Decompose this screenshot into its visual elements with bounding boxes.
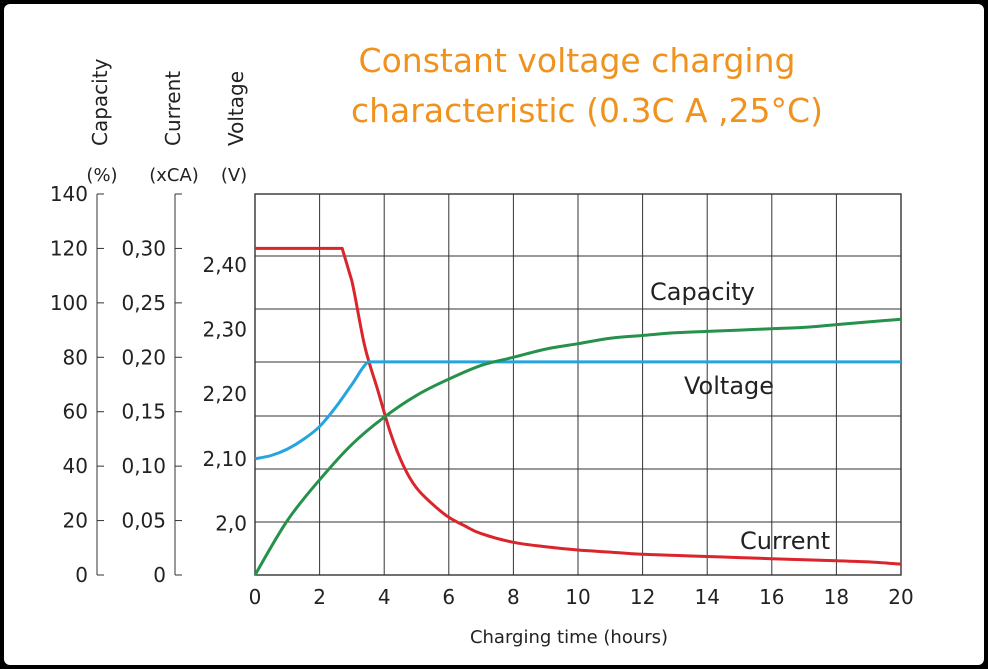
voltage-tick-label: 2,30 — [202, 318, 247, 342]
x-tick-label: 10 — [565, 585, 590, 609]
chart-frame: Constant voltage charging characteristic… — [4, 4, 984, 665]
voltage-axis-label: Voltage — [224, 71, 248, 146]
x-tick-label: 6 — [442, 585, 455, 609]
capacity-annotation: Capacity — [650, 278, 755, 306]
current-tick-label: 0,10 — [121, 454, 166, 478]
x-axis-label: Charging time (hours) — [470, 627, 668, 648]
capacity-tick-label: 0 — [75, 563, 88, 587]
charging-chart: Constant voltage charging characteristic… — [50, 41, 914, 648]
current-tick-label: 0,20 — [121, 345, 166, 369]
voltage-unit: (V) — [221, 165, 247, 186]
capacity-tick-label: 120 — [50, 236, 88, 260]
voltage-tick-label: 2,20 — [202, 382, 247, 406]
current-unit: (xCA) — [149, 165, 199, 186]
voltage-tick-label: 2,10 — [202, 447, 247, 471]
x-tick-label: 14 — [694, 585, 719, 609]
x-tick-label: 0 — [249, 585, 262, 609]
voltage-annotation: Voltage — [684, 372, 774, 400]
chart-title-line-1: Constant voltage charging — [359, 41, 796, 80]
current-series-line — [255, 246, 902, 566]
current-tick-label: 0 — [153, 563, 166, 587]
capacity-tick-label: 20 — [63, 509, 88, 533]
voltage-series-line — [254, 360, 901, 461]
series — [253, 246, 902, 576]
current-tick-label: 0,25 — [121, 291, 166, 315]
current-tick-label: 0,15 — [121, 400, 166, 424]
x-tick-label: 8 — [507, 585, 520, 609]
capacity-tick-label: 80 — [63, 345, 88, 369]
current-axis-label: Current — [161, 71, 185, 146]
capacity-tick-label: 140 — [50, 182, 88, 206]
x-tick-label: 20 — [888, 585, 913, 609]
x-tick-label: 12 — [630, 585, 655, 609]
x-tick-label: 2 — [313, 585, 326, 609]
chart-title-line-2: characteristic (0.3C A ,25°C) — [351, 91, 823, 130]
capacity-axis-label: Capacity — [88, 58, 112, 146]
capacity-tick-label: 60 — [63, 400, 88, 424]
capacity-tick-label: 100 — [50, 291, 88, 315]
voltage-tick-label: 2,0 — [215, 511, 247, 535]
current-tick-label: 0,05 — [121, 509, 166, 533]
capacity-series-line — [253, 317, 902, 576]
axes: 0 2 4 6 8 10 12 14 16 18 20 0 20 40 60 80 100 120 140 0 0,05… — [50, 182, 914, 609]
x-tick-label: 18 — [824, 585, 849, 609]
voltage-tick-label: 2,40 — [202, 253, 247, 277]
current-annotation: Current — [740, 527, 830, 555]
capacity-tick-label: 40 — [63, 454, 88, 478]
x-tick-label: 16 — [759, 585, 784, 609]
current-tick-label: 0,30 — [121, 236, 166, 260]
capacity-unit: (%) — [86, 165, 117, 186]
x-tick-label: 4 — [378, 585, 391, 609]
